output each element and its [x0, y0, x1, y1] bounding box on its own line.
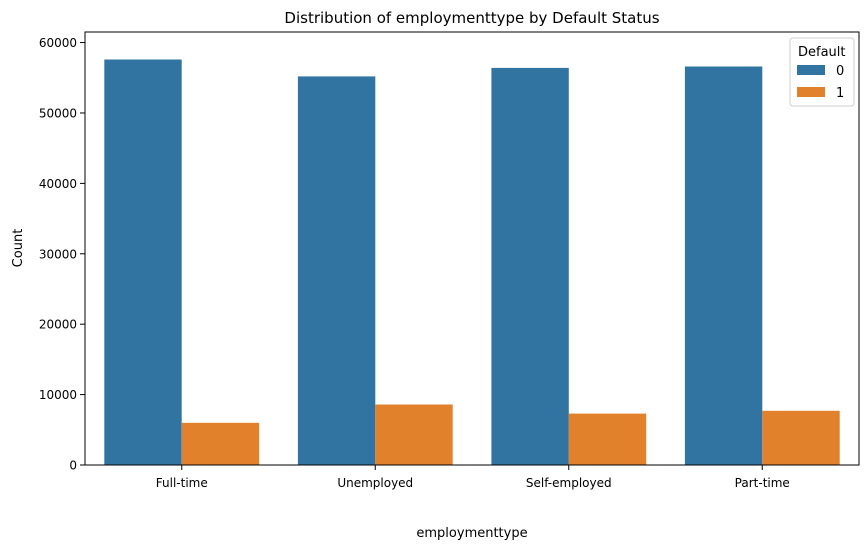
- legend: Default 0 1: [789, 37, 855, 107]
- bar-full-time-series-0: [104, 59, 182, 465]
- x-tick-label: Full-time: [156, 476, 208, 490]
- legend-title: Default: [798, 45, 846, 60]
- bar-unemployed-series-1: [375, 404, 453, 465]
- bar-part-time-series-1: [762, 410, 840, 465]
- y-tick-label: 60000: [39, 36, 77, 50]
- bars-group: [104, 59, 840, 466]
- y-axis-label: Count: [11, 229, 26, 268]
- x-tick-label: Part-time: [735, 476, 790, 490]
- plot-frame: [84, 31, 860, 466]
- y-tick-label: 40000: [39, 177, 77, 191]
- bar-self-employed-series-0: [491, 67, 569, 466]
- y-axis: 0 10000 20000 30000 40000 50000 60000: [39, 36, 85, 473]
- y-tick-label: 20000: [39, 318, 77, 332]
- x-axis: Full-time Unemployed Self-employed Part-tim…: [156, 465, 790, 490]
- x-tick-label: Self-employed: [526, 476, 612, 490]
- y-tick-label: 10000: [39, 388, 77, 402]
- y-tick-label: 50000: [39, 106, 77, 120]
- y-tick-label: 0: [69, 459, 77, 473]
- legend-swatch-1: [797, 87, 825, 97]
- legend-label-1: 1: [836, 86, 844, 101]
- legend-swatch-0: [797, 65, 825, 75]
- x-axis-label: employmenttype: [416, 526, 527, 541]
- y-tick-label: 30000: [39, 247, 77, 261]
- bar-part-time-series-0: [684, 66, 763, 465]
- bar-full-time-series-1: [181, 422, 260, 465]
- bar-unemployed-series-0: [297, 76, 376, 466]
- legend-label-0: 0: [836, 64, 844, 79]
- x-tick-label: Unemployed: [337, 476, 413, 490]
- bar-self-employed-series-1: [568, 413, 647, 465]
- chart-title: Distribution of employmenttype by Defaul…: [284, 9, 659, 27]
